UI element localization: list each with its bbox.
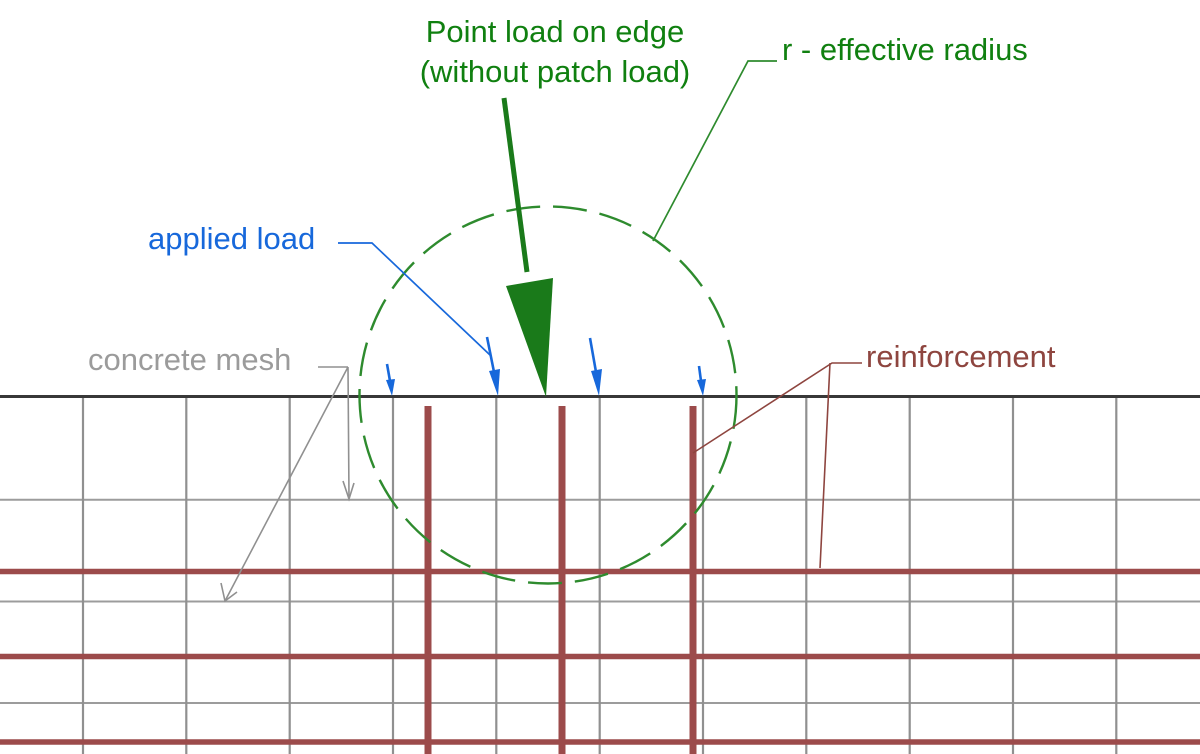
diagram-title-line2: (without patch load) bbox=[419, 54, 691, 89]
reinforcement-horizontal-bars bbox=[0, 568, 1200, 745]
concrete-mesh-leader-line bbox=[220, 366, 355, 603]
reinforcement-bars bbox=[0, 406, 1200, 754]
applied-load-label: applied load bbox=[148, 221, 316, 256]
concrete-mesh-leader-arrowhead-2 bbox=[220, 582, 238, 603]
applied-load-arrow-3 bbox=[588, 337, 602, 396]
applied-load-arrow-1 bbox=[385, 363, 395, 396]
applied-load-arrow-2 bbox=[485, 336, 500, 396]
applied-load-arrow-4 bbox=[697, 365, 706, 396]
reinforcement-leader-line bbox=[692, 362, 862, 569]
reinforcement-label: reinforcement bbox=[866, 339, 1056, 374]
point-load-arrow bbox=[501, 97, 553, 397]
mesh-vertical-lines bbox=[81, 396, 1118, 754]
concrete-mesh-grid bbox=[0, 396, 1200, 754]
effective-radius-label: r - effective radius bbox=[782, 32, 1028, 67]
concrete-mesh-label: concrete mesh bbox=[88, 342, 292, 377]
effective-radius-leader-line bbox=[652, 60, 777, 242]
reinforcement-vertical-bars bbox=[424, 406, 697, 754]
applied-load-arrows bbox=[385, 336, 706, 396]
applied-load-leader-line bbox=[338, 242, 491, 356]
effective-radius-circle bbox=[358, 205, 738, 585]
concrete-mesh-leader-arrowhead-1 bbox=[342, 480, 355, 502]
diagram-title: Point load on edge (without patch load) bbox=[340, 12, 770, 92]
diagram-title-line1: Point load on edge bbox=[425, 14, 685, 49]
